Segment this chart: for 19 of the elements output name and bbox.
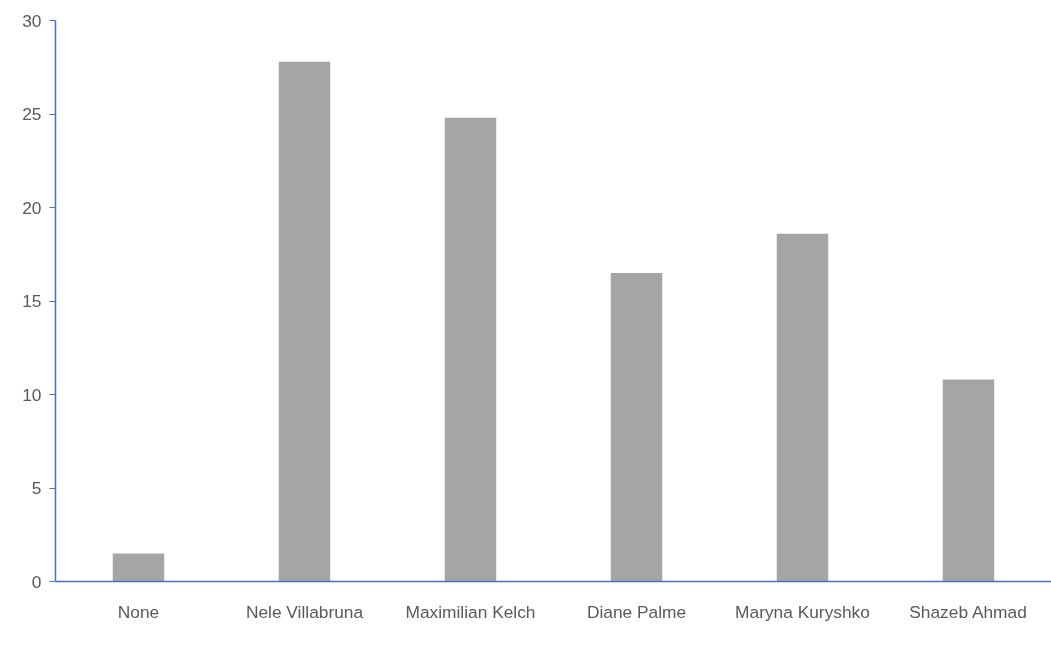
y-tick-label: 5 [31,478,42,498]
bar [444,117,497,582]
y-tick-label: 30 [22,10,42,31]
bar [776,233,829,582]
x-tick-label: None [117,601,160,622]
y-tick-label: 10 [22,384,42,405]
x-tick-label: Maryna Kuryshko [735,601,870,622]
y-tick-label: 25 [22,104,42,124]
x-tick-label: Nele Villabruna [245,601,364,622]
x-tick-label: Diane Palme [586,601,687,622]
y-tick-label: 20 [22,197,42,218]
y-tick-label: 0 [31,571,42,592]
bar [610,272,663,582]
bar [942,379,995,582]
bar [112,553,165,582]
x-tick-label: Shazeb Ahmad [909,601,1027,622]
bar [278,61,331,582]
x-tick-label: Maximilian Kelch [405,601,536,622]
y-tick-label: 15 [22,291,42,311]
